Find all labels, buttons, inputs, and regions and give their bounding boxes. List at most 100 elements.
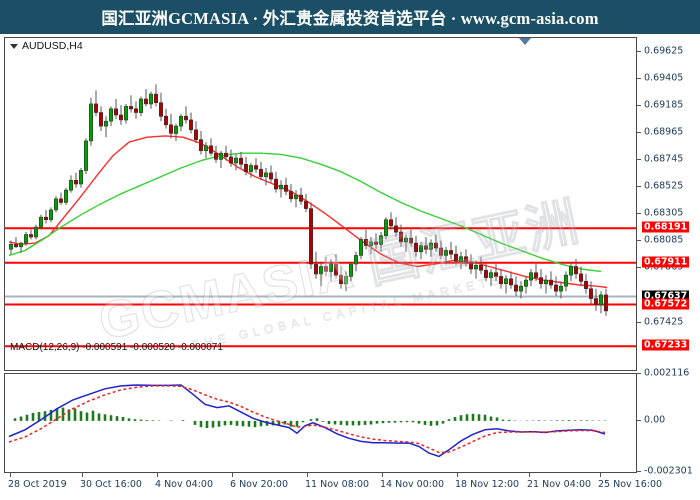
macd-indicator-panel[interactable]: [4, 373, 637, 473]
axis-tick: [637, 213, 641, 215]
candlestick: [523, 276, 528, 294]
candlestick: [149, 91, 154, 109]
candlestick: [313, 251, 318, 279]
price-plot-svg: [5, 84, 636, 348]
axis-tick: [637, 240, 641, 242]
candlestick: [79, 168, 84, 188]
candlestick: [513, 276, 518, 297]
time-tick: [600, 473, 601, 477]
candlestick: [568, 261, 573, 282]
candlestick: [229, 149, 234, 167]
time-tick: [10, 473, 11, 477]
price-level-tag[interactable]: 0.67572: [642, 298, 690, 309]
candlestick: [573, 259, 578, 279]
candlestick: [179, 113, 184, 131]
candlestick: [348, 261, 353, 282]
candlestick: [194, 121, 199, 144]
price-tick-label: 0.68305: [644, 207, 684, 219]
moving-average-MA-fast: [8, 135, 608, 289]
candlestick: [378, 232, 383, 252]
price-tick-label: 0.68085: [644, 234, 684, 246]
candlestick: [89, 97, 94, 146]
price-level-tag[interactable]: 0.67911: [642, 256, 690, 268]
price-axis[interactable]: 0.69625 0.69405 0.69185 0.68965 0.68745 0.685…: [637, 34, 700, 500]
time-tick: [232, 473, 233, 477]
candlestick: [99, 106, 104, 131]
candlestick: [268, 165, 273, 183]
macd-axis-tick: [637, 419, 641, 421]
candlestick: [214, 145, 219, 163]
candlestick: [259, 161, 264, 181]
candlestick: [48, 207, 53, 223]
price-level-tag[interactable]: 0.68191: [642, 221, 690, 233]
candlestick: [144, 89, 149, 107]
time-tick: [529, 473, 530, 477]
candlestick: [224, 145, 229, 161]
axis-tick: [637, 104, 641, 106]
candlestick: [488, 269, 493, 287]
axis-tick: [637, 186, 641, 188]
axis-tick: [637, 131, 641, 133]
time-tick-label: 30 Oct 16:00: [80, 479, 142, 490]
candlestick: [38, 214, 43, 230]
price-tick-label: 0.69185: [644, 99, 684, 111]
candlestick: [593, 288, 598, 311]
candlestick: [373, 233, 378, 250]
candlestick: [533, 264, 538, 282]
candlestick: [528, 269, 533, 287]
time-axis[interactable]: 28 Oct 2019 30 Oct 16:00 4 Nov 04:00 6 Nov …: [4, 473, 662, 500]
candlestick: [408, 229, 413, 247]
candlestick: [164, 108, 169, 129]
candlestick: [288, 184, 293, 203]
price-chart-panel[interactable]: [4, 37, 637, 371]
candlestick: [129, 95, 134, 113]
time-tick-label: 28 Oct 2019: [8, 479, 67, 490]
candlestick: [583, 273, 588, 294]
candlestick: [353, 251, 358, 272]
candlestick: [219, 150, 224, 168]
macd-tick-label: 0.00: [644, 414, 666, 426]
macd-tick-label: 0.002116: [644, 367, 690, 379]
candlestick: [538, 269, 543, 289]
symbol-label[interactable]: AUDUSD,H4: [10, 40, 83, 52]
moving-average-MA-slow: [8, 152, 602, 273]
candlestick: [478, 256, 483, 274]
candlestick: [558, 281, 563, 299]
axis-tick: [637, 321, 641, 323]
candlestick: [124, 103, 129, 124]
candlestick: [58, 192, 63, 205]
candlestick: [139, 96, 144, 117]
candlestick: [204, 142, 209, 159]
price-tick-label: 0.69405: [644, 72, 684, 84]
time-tick: [457, 473, 458, 477]
candlestick: [498, 269, 503, 289]
macd-signal-line: [8, 385, 606, 454]
axis-tick: [637, 267, 641, 269]
price-tick-label: 0.68965: [644, 126, 684, 138]
candlestick: [443, 246, 448, 265]
candlestick: [23, 232, 28, 246]
price-tick-label: 0.67425: [644, 316, 684, 328]
candlestick: [43, 209, 48, 224]
candlestick: [69, 175, 74, 193]
axis-tick: [637, 159, 641, 160]
candlestick: [508, 271, 513, 289]
candlestick: [368, 237, 373, 255]
time-tick-label: 18 Nov 12:00: [455, 479, 520, 490]
candlestick: [308, 202, 313, 269]
time-tick-label: 4 Nov 04:00: [155, 479, 214, 490]
triangle-down-icon[interactable]: [10, 43, 18, 49]
candlestick: [244, 156, 249, 176]
candlestick: [363, 229, 368, 250]
bid-price-tag[interactable]: 0.67637: [642, 290, 690, 301]
time-tick: [307, 473, 308, 477]
candlestick: [318, 261, 323, 287]
candlestick: [53, 196, 58, 213]
candlestick: [263, 168, 268, 186]
candlestick: [169, 113, 174, 139]
candlestick: [9, 240, 14, 255]
price-level-tag[interactable]: 0.67233: [642, 339, 690, 351]
time-tick-label: 6 Nov 20:00: [230, 479, 289, 490]
candlestick: [448, 241, 453, 260]
candlestick: [453, 245, 458, 266]
